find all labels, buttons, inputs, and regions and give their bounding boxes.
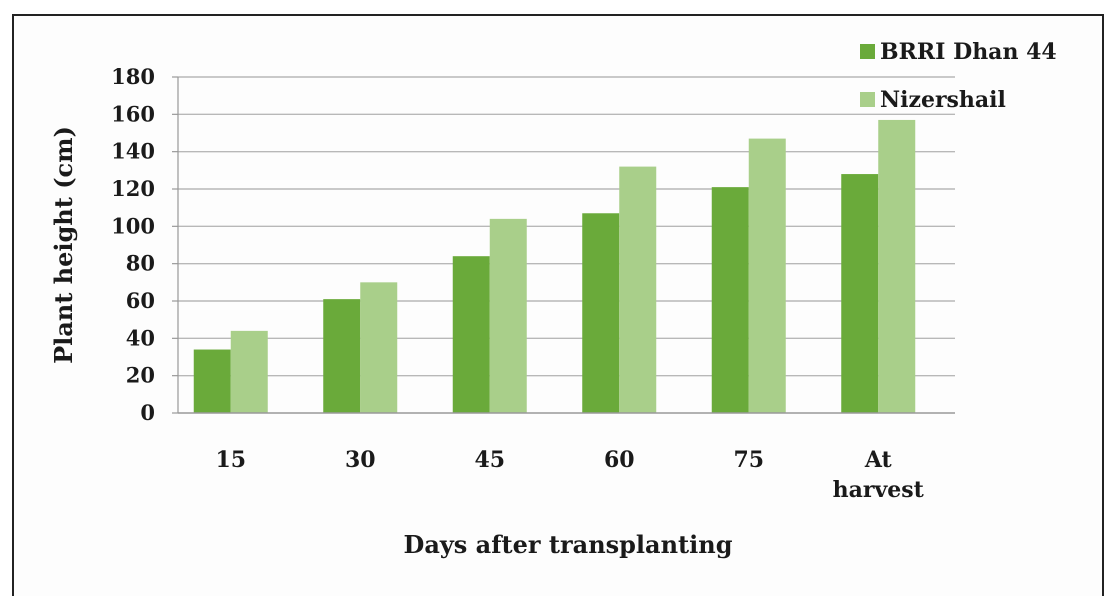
y-tick-label: 20 bbox=[126, 363, 155, 388]
x-tick-label: At bbox=[864, 447, 893, 473]
y-tick-label: 0 bbox=[140, 400, 155, 425]
x-tick-labels: 15 30 45 60 75 At harvest bbox=[215, 447, 924, 503]
y-tick-label: 100 bbox=[111, 213, 155, 238]
legend-label: Nizershail bbox=[880, 87, 1006, 113]
x-tick-label: harvest bbox=[833, 477, 925, 503]
bar-nizershail bbox=[489, 218, 527, 413]
bar-nizershail bbox=[619, 166, 657, 413]
y-tick-label: 160 bbox=[111, 101, 155, 126]
chart-frame bbox=[12, 14, 1104, 596]
x-tick-label: 75 bbox=[733, 447, 764, 473]
bar-brri-dhan-44 bbox=[323, 299, 361, 413]
x-tick-label: 30 bbox=[345, 447, 376, 473]
bar-brri-dhan-44 bbox=[582, 213, 620, 413]
legend: BRRI Dhan 44 Nizershail bbox=[860, 39, 1057, 113]
bar-nizershail bbox=[230, 330, 268, 413]
bar-nizershail bbox=[360, 282, 398, 413]
y-axis-label: Plant height (cm) bbox=[49, 126, 78, 364]
bar-brri-dhan-44 bbox=[711, 187, 749, 413]
gridlines bbox=[172, 76, 955, 414]
x-axis-label: Days after transplanting bbox=[404, 530, 733, 559]
y-tick-label: 140 bbox=[111, 139, 155, 164]
y-tick-label: 80 bbox=[126, 251, 155, 276]
y-tick-label: 120 bbox=[111, 176, 155, 201]
bar-brri-dhan-44 bbox=[193, 349, 231, 413]
bar-brri-dhan-44 bbox=[452, 256, 490, 413]
legend-swatch bbox=[860, 44, 875, 59]
y-tick-labels: 0 20 40 60 80 100 120 140 160 180 bbox=[111, 64, 155, 425]
legend-label: BRRI Dhan 44 bbox=[880, 39, 1057, 65]
legend-swatch bbox=[860, 92, 875, 107]
y-tick-label: 180 bbox=[111, 64, 155, 89]
bar-nizershail bbox=[878, 119, 916, 413]
x-tick-label: 45 bbox=[474, 447, 505, 473]
x-tick-label: 60 bbox=[604, 447, 635, 473]
bar-brri-dhan-44 bbox=[841, 174, 879, 413]
bars bbox=[193, 119, 916, 413]
y-tick-label: 40 bbox=[126, 325, 155, 350]
bar-nizershail bbox=[748, 138, 786, 413]
y-tick-label: 60 bbox=[126, 288, 155, 313]
x-tick-label: 15 bbox=[215, 447, 246, 473]
